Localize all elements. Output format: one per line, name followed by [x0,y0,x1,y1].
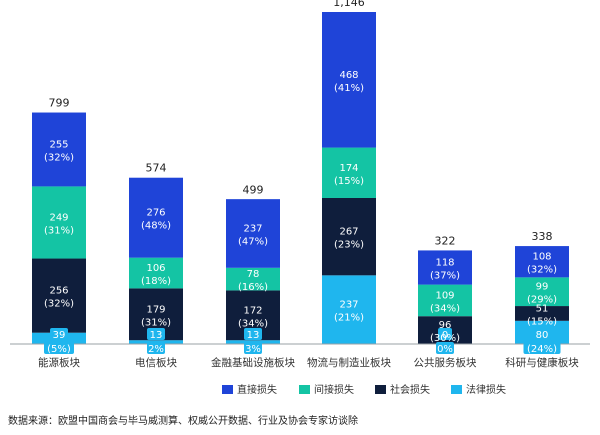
data-label-percent: (15%) [527,316,557,327]
data-label-bg [244,328,262,340]
data-label-bg [523,342,561,354]
bar-total-label: 338 [532,230,553,243]
data-label-value: 96 [439,320,452,331]
bar-segment [322,275,376,344]
data-label-bg [147,342,165,354]
data-label-value: 118 [435,258,454,269]
bar-segment [32,186,86,259]
data-label-percent: (21%) [334,313,364,324]
data-label-percent: (34%) [430,303,460,314]
data-label-percent: (32%) [44,152,74,163]
data-label-value: 267 [339,227,358,238]
legend-swatch [299,385,310,394]
data-label-value: 249 [49,212,68,223]
category-label: 公共服务板块 [414,356,477,369]
data-label-percent: 0% [437,344,453,355]
data-label-percent: 3% [245,344,261,355]
category-label: 电信板块 [135,356,177,369]
data-label-value: 237 [243,223,262,234]
legend-swatch [222,385,233,394]
legend-swatch [375,385,386,394]
data-label-bg [438,328,452,340]
bar-segment [226,267,280,291]
legend-label: 法律损失 [466,383,506,396]
data-label-bg [44,342,74,354]
data-label-percent: (31%) [141,317,171,328]
data-label-percent: (32%) [527,265,557,276]
data-label-value: 39 [53,330,66,341]
category-label: 金融基础设施板块 [211,356,295,369]
legend-label: 直接损失 [237,383,277,396]
data-label-bg [244,342,262,354]
data-label-percent: (24%) [527,344,557,355]
data-label-percent: (23%) [334,240,364,251]
data-label-percent: 2% [148,344,164,355]
category-label: 物流与制造业板块 [307,356,391,369]
data-label-value: 78 [247,269,260,280]
bar-total-label: 499 [243,183,264,196]
data-label-value: 276 [146,208,165,219]
data-label-value: 80 [536,330,549,341]
data-label-value: 174 [339,163,358,174]
bar-total-label: 799 [49,97,70,110]
data-label-percent: (18%) [141,276,171,287]
data-label-value: 99 [536,282,549,293]
bar-segment [418,250,472,285]
data-label-percent: (30%) [430,333,460,344]
bar-segment [226,199,280,268]
data-label-percent: (5%) [47,344,71,355]
legend-label: 间接损失 [314,383,354,396]
data-label-bg [436,342,454,354]
bar-segment [515,306,569,321]
legend-swatch [451,385,462,394]
data-label-percent: (41%) [334,83,364,94]
data-label-value: 13 [247,330,260,341]
data-label-bg [50,328,68,340]
data-label-percent: (16%) [238,282,268,293]
bar-total-label: 322 [435,235,456,248]
source-note: 数据来源：欧盟中国商会与毕马威测算、权威公开数据、行业及协会专家访谈除 [8,416,358,427]
data-label-percent: (29%) [527,295,557,306]
legend-label: 社会损失 [390,383,430,396]
data-label-percent: (34%) [238,318,268,329]
category-label: 科研与健康板块 [505,356,579,369]
bar-segment [129,177,183,258]
data-label-percent: (47%) [238,236,268,247]
data-label-percent: (48%) [141,221,171,232]
data-label-value: 13 [150,330,163,341]
bar-segment [322,12,376,148]
bar-segment [32,258,86,333]
bar-segment [418,284,472,317]
data-label-value: 179 [146,304,165,315]
bar-total-label: 574 [146,162,167,175]
bar-segment [515,277,569,307]
data-label-value: 109 [435,290,454,301]
data-label-value: 237 [339,300,358,311]
data-label-value: 108 [532,252,551,263]
bar-segment [515,246,569,278]
category-label: 能源板块 [38,356,80,369]
bar-segment [32,112,86,187]
data-label-bg [533,328,551,340]
bar-total-label: 1,146 [333,0,365,9]
data-label-percent: (15%) [334,176,364,187]
data-label-value: 0 [442,330,448,341]
data-label-value: 106 [146,263,165,274]
data-label-percent: (32%) [44,299,74,310]
data-label-percent: (37%) [430,271,460,282]
data-label-value: 468 [339,70,358,81]
data-label-bg [147,328,165,340]
data-label-value: 255 [49,139,68,150]
data-label-value: 172 [243,305,262,316]
data-label-percent: (31%) [44,225,74,236]
bar-segment [129,257,183,289]
data-label-value: 256 [49,286,68,297]
data-label-value: 51 [536,303,549,314]
bar-segment [322,197,376,276]
bar-segment [322,147,376,198]
